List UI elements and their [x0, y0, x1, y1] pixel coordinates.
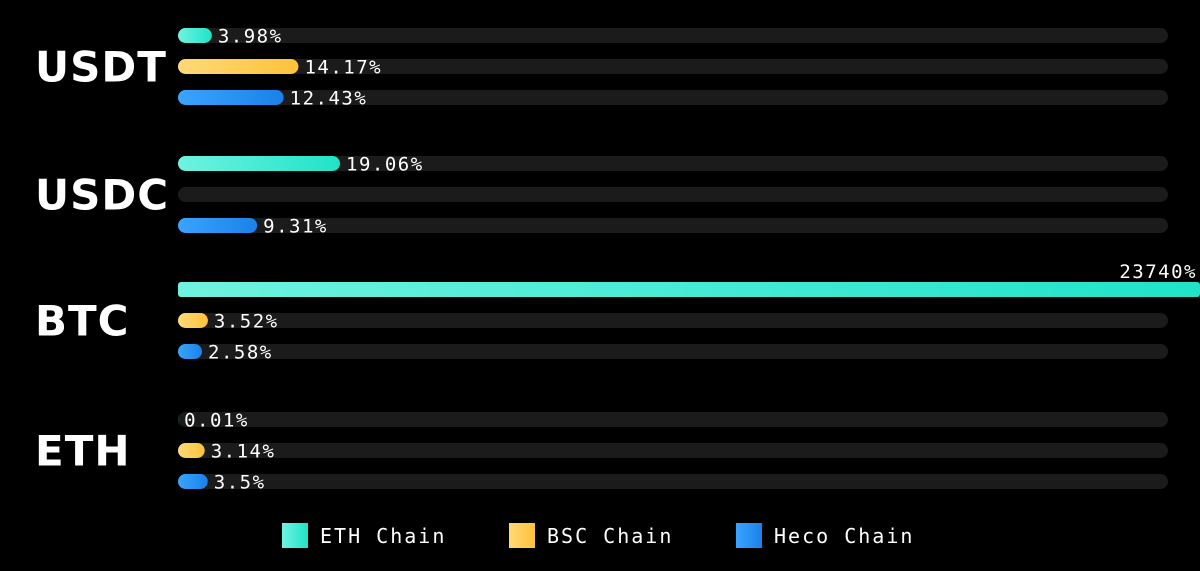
- bar-btc-heco-chain: [178, 344, 202, 359]
- data-label: 3.52%: [214, 311, 279, 333]
- bar-track: [178, 313, 1168, 328]
- data-label: 0.01%: [184, 410, 249, 432]
- data-label: 14.17%: [304, 57, 382, 79]
- data-label: 9.31%: [263, 216, 328, 238]
- category-label-usdt: USDT: [35, 43, 167, 92]
- bar-btc-eth-chain: [178, 282, 1200, 297]
- bar-track: [178, 443, 1168, 458]
- data-label: 23740%: [1119, 261, 1197, 283]
- bar-track: [178, 187, 1168, 202]
- bar-usdt-bsc-chain: [178, 59, 299, 74]
- bar-track: [178, 218, 1168, 233]
- data-label: 3.98%: [218, 26, 283, 48]
- category-label-usdc: USDC: [35, 171, 169, 220]
- legend-label: BSC Chain: [547, 524, 673, 548]
- data-label: 2.58%: [208, 342, 273, 364]
- bar-track: [178, 28, 1168, 43]
- legend-swatch-bsc-chain: [509, 523, 535, 548]
- bar-eth-heco-chain: [178, 474, 208, 489]
- legend-label: ETH Chain: [320, 524, 446, 548]
- bar-usdc-eth-chain: [178, 156, 341, 171]
- bar-track: [178, 156, 1168, 171]
- data-label: 3.14%: [211, 441, 276, 463]
- bar-usdt-eth-chain: [178, 28, 212, 43]
- legend-swatch-heco-chain: [736, 523, 762, 548]
- bar-track: [178, 344, 1168, 359]
- data-label: 3.5%: [214, 472, 266, 494]
- data-label: 12.43%: [290, 88, 368, 110]
- bar-usdt-heco-chain: [178, 90, 284, 105]
- legend-label: Heco Chain: [774, 524, 914, 548]
- bar-btc-bsc-chain: [178, 313, 208, 328]
- bar-track: [178, 90, 1168, 105]
- bar-track: [178, 59, 1168, 74]
- category-label-btc: BTC: [35, 297, 130, 346]
- legend-swatch-eth-chain: [282, 523, 308, 548]
- data-label: 19.06%: [346, 154, 424, 176]
- bar-track: [178, 474, 1168, 489]
- bar-usdc-heco-chain: [178, 218, 258, 233]
- bar-eth-bsc-chain: [178, 443, 205, 458]
- bar-track: [178, 412, 1168, 427]
- category-label-eth: ETH: [35, 427, 131, 476]
